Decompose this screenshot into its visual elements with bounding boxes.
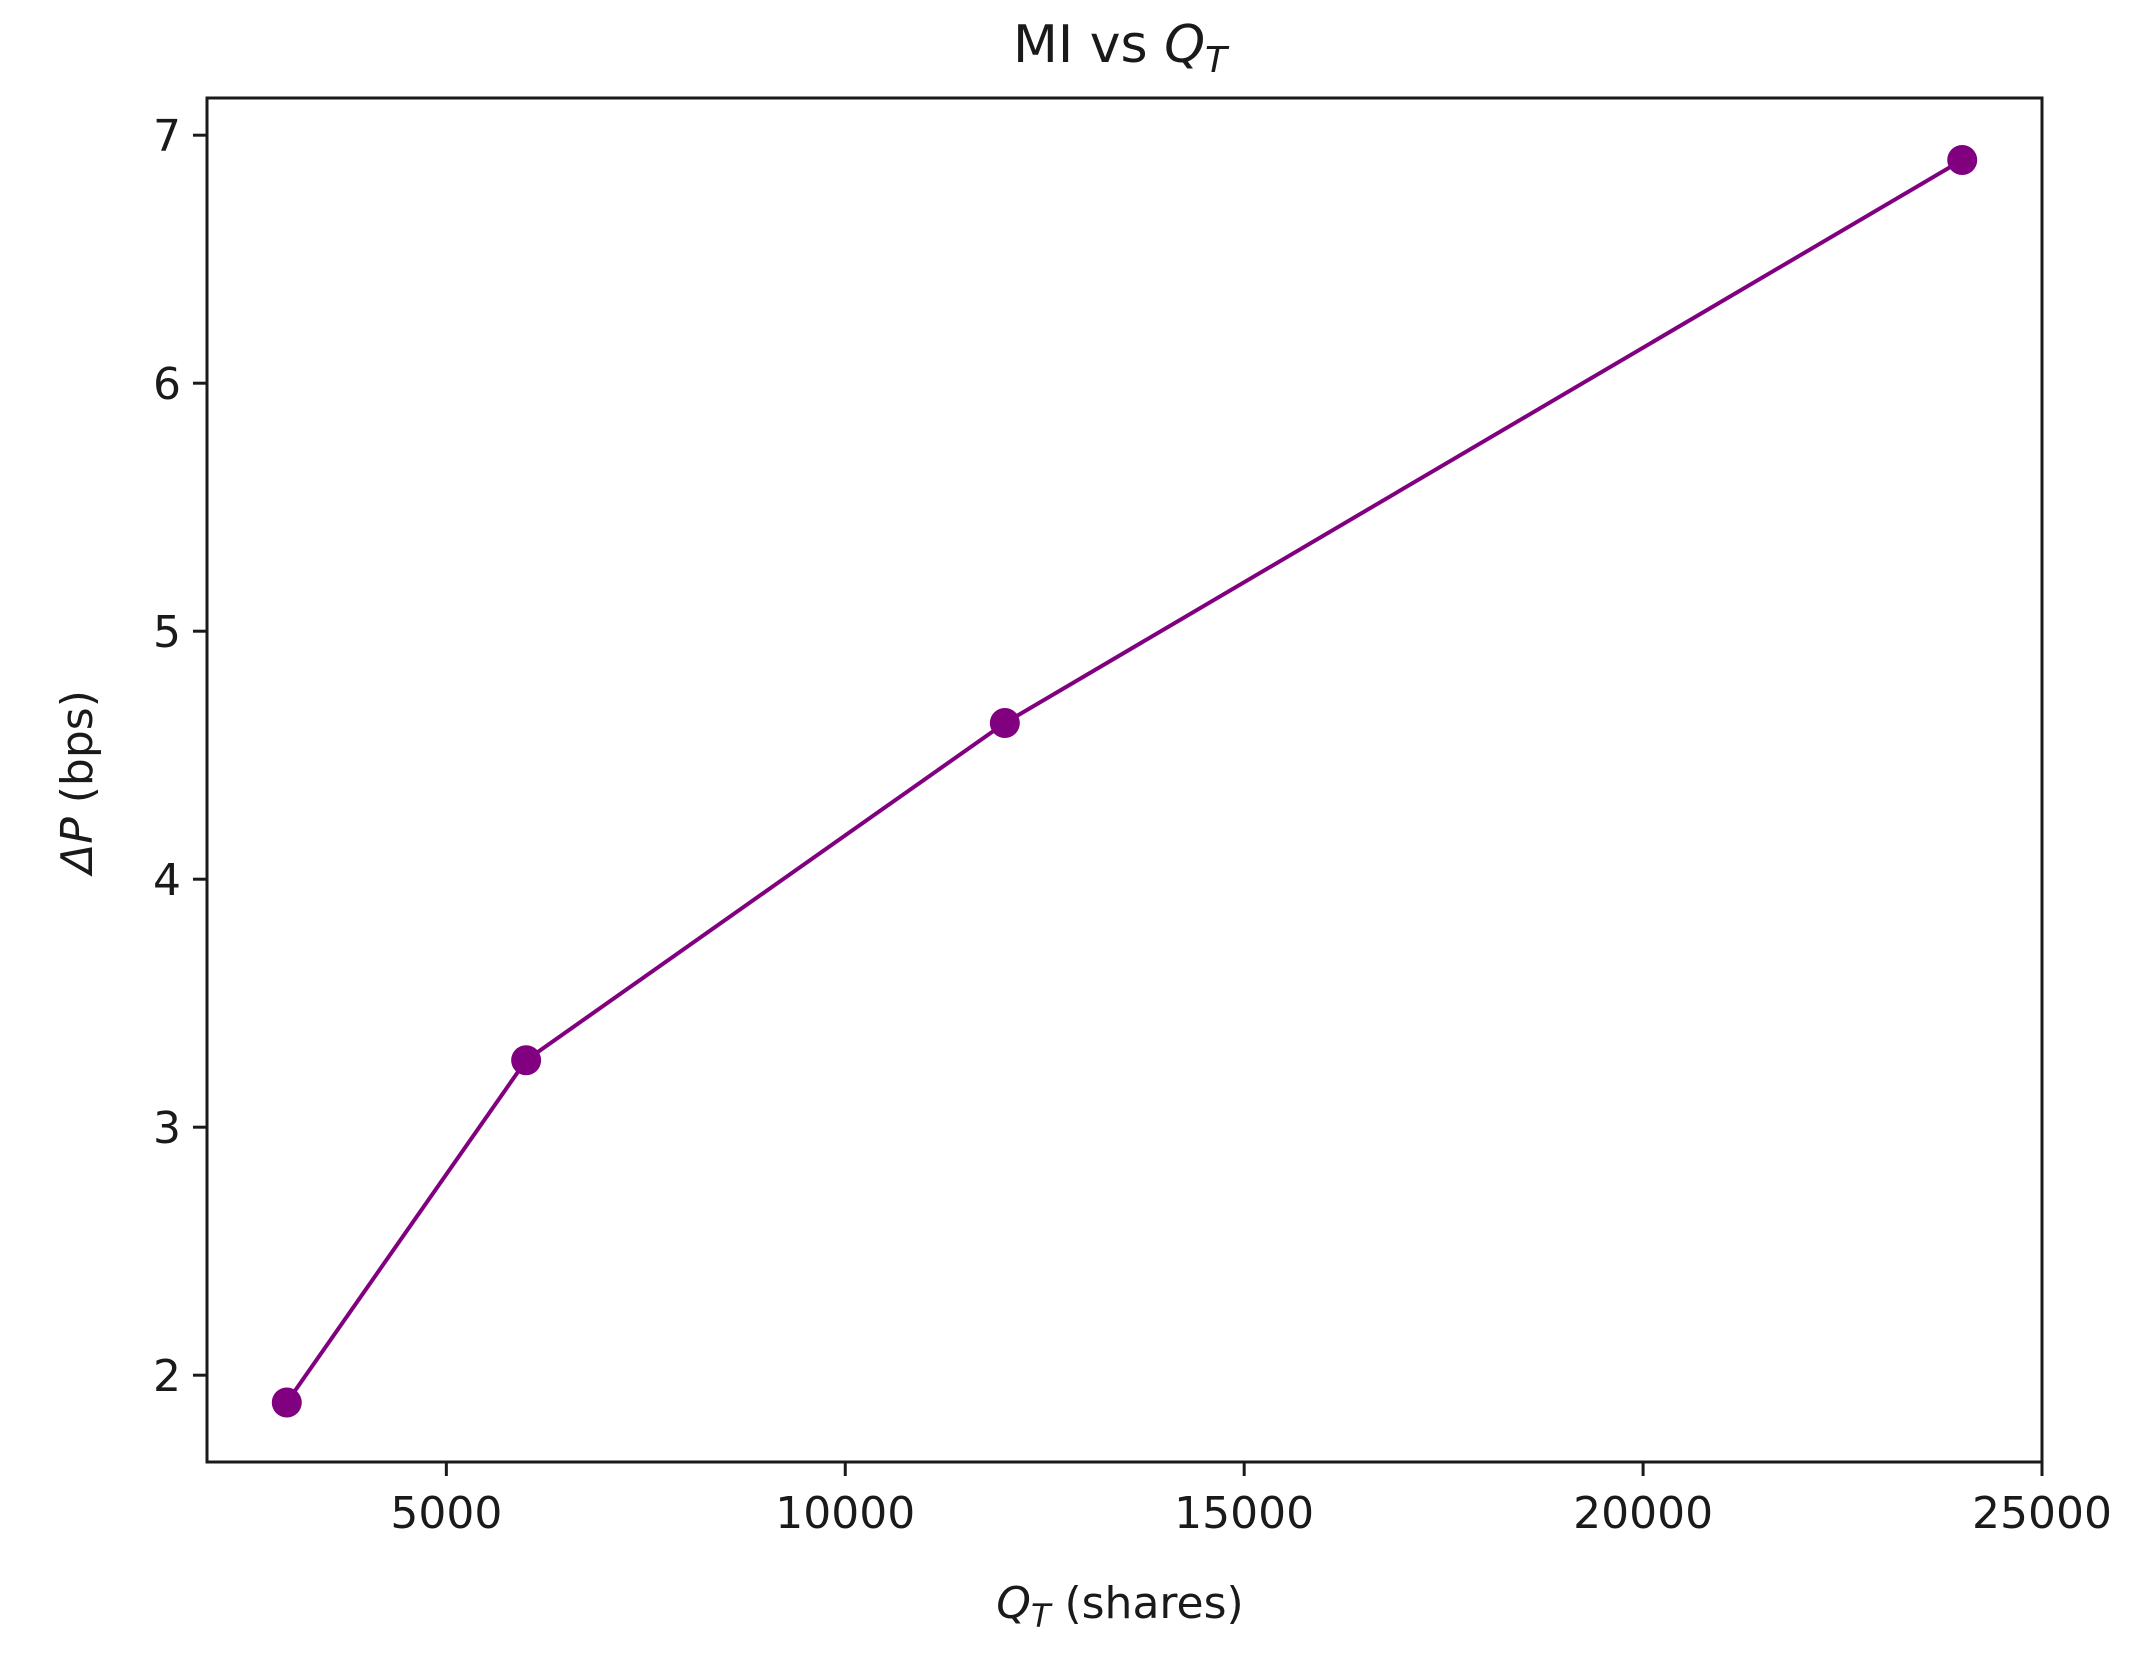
x-axis-ticks: 5000 10000 15000 20000 25000 (390, 1462, 2112, 1539)
y-tick-label: 4 (153, 855, 181, 906)
y-axis-ticks: 2 3 4 5 6 7 (153, 111, 207, 1402)
x-tick-label: 20000 (1573, 1488, 1713, 1539)
data-point (271, 1387, 302, 1418)
y-tick-label: 2 (153, 1351, 181, 1402)
series-layer (271, 145, 1978, 1418)
y-tick-label: 7 (153, 111, 181, 162)
y-tick-label: 5 (153, 607, 181, 658)
y-tick-label: 6 (153, 359, 181, 410)
chart-title: MI vs QT (1013, 15, 1230, 81)
x-axis-label-suffix: (shares) (1050, 1578, 1243, 1629)
x-axis-label-symbol: Q (996, 1578, 1031, 1629)
y-axis-label: ΔP (bps) (52, 690, 103, 877)
data-point (989, 707, 1020, 738)
y-tick-label: 3 (153, 1103, 181, 1154)
y-axis-label-suffix: (bps) (52, 690, 103, 817)
plot-frame (205, 96, 2044, 1464)
data-point (1947, 145, 1978, 175)
chart-title-prefix: MI vs (1013, 15, 1164, 75)
x-tick-label: 25000 (1972, 1488, 2112, 1539)
x-axis-label: QT (shares) (996, 1578, 1243, 1635)
x-tick-label: 15000 (1174, 1488, 1314, 1539)
chart-title-subscript: T (1205, 40, 1230, 81)
x-tick-label: 5000 (390, 1488, 502, 1539)
data-point (511, 1045, 542, 1076)
x-tick-label: 10000 (775, 1488, 915, 1539)
series-line (285, 158, 1964, 1404)
y-axis-label-symbol: ΔP (52, 817, 103, 877)
chart-title-symbol: Q (1164, 15, 1205, 75)
x-axis-label-subscript: T (1031, 1597, 1053, 1635)
